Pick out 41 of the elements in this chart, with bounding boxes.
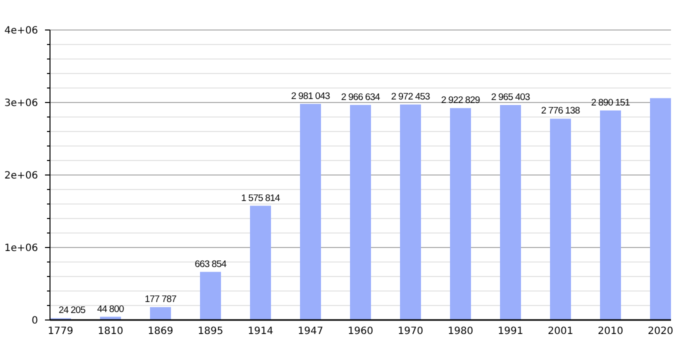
y-tick-label: 3e+06 bbox=[4, 98, 38, 109]
data-label: 177 787 bbox=[144, 294, 176, 306]
x-tick-label: 1895 bbox=[198, 326, 224, 337]
x-tick-label: 2001 bbox=[548, 326, 574, 337]
bar bbox=[500, 105, 521, 320]
data-label: 1 575 814 bbox=[241, 192, 280, 204]
x-tick-label: 1869 bbox=[148, 326, 174, 337]
bar bbox=[650, 98, 671, 320]
bar bbox=[550, 118, 571, 320]
data-label: 2 922 829 bbox=[441, 95, 480, 106]
x-tick-label: 2020 bbox=[648, 326, 674, 337]
bar bbox=[200, 272, 221, 320]
data-label: 2 972 453 bbox=[391, 91, 430, 102]
bar bbox=[400, 104, 421, 320]
data-label: 24 205 bbox=[58, 305, 86, 316]
data-label: 2 890 151 bbox=[591, 97, 630, 108]
bar bbox=[600, 110, 621, 320]
y-tick-label: 0 bbox=[32, 316, 38, 326]
y-tick-label: 4e+06 bbox=[4, 26, 38, 36]
x-tick-label: 1810 bbox=[98, 326, 124, 337]
x-tick-label: 2010 bbox=[598, 326, 624, 337]
x-tick-label: 1914 bbox=[248, 326, 274, 337]
bar bbox=[250, 206, 271, 320]
y-tick-label: 2e+06 bbox=[4, 170, 38, 182]
data-label: 2 981 043 bbox=[291, 90, 330, 102]
x-tick-label: 1980 bbox=[448, 326, 474, 337]
data-label: 2 965 403 bbox=[491, 92, 530, 104]
x-tick-label: 1779 bbox=[48, 326, 74, 337]
x-tick-label: 1970 bbox=[398, 326, 424, 337]
x-tick-label: 1960 bbox=[348, 326, 374, 337]
x-tick-label: 1991 bbox=[498, 326, 524, 337]
data-label: 2 776 138 bbox=[541, 106, 580, 117]
x-tick-label: 1947 bbox=[298, 326, 324, 337]
y-tick-label: 1e+06 bbox=[4, 243, 38, 254]
data-label: 663 854 bbox=[194, 258, 226, 270]
bar bbox=[450, 108, 471, 320]
bar bbox=[150, 307, 171, 320]
bar bbox=[300, 104, 321, 320]
bar bbox=[350, 104, 371, 320]
data-label: 44 800 bbox=[97, 304, 124, 315]
data-label: 2 966 634 bbox=[341, 92, 380, 103]
